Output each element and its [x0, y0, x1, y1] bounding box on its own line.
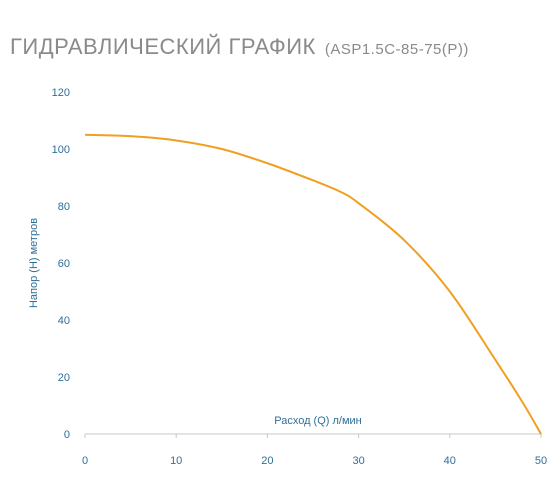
x-tick-label: 0	[82, 455, 88, 467]
x-axis-title: Расход (Q) л/мин	[274, 415, 362, 427]
y-tick-labels: 0 20 40 60 80 100 120	[52, 87, 70, 441]
y-tick-label: 60	[58, 258, 70, 270]
y-tick-label: 120	[52, 87, 70, 99]
x-tick-label: 50	[535, 455, 547, 467]
x-tick-label: 20	[261, 455, 273, 467]
y-tick-label: 80	[58, 201, 70, 213]
y-tick-label: 40	[58, 315, 70, 327]
y-tick-label: 0	[64, 429, 70, 441]
y-tick-label: 100	[52, 144, 70, 156]
head-flow-curve	[84, 133, 542, 435]
chart-title: ГИДРАВЛИЧЕСКИЙ ГРАФИК (ASP1.5C-85-75(P))	[10, 34, 469, 60]
x-tick-labels: 0 10 20 30 40 50	[82, 434, 547, 467]
y-axis-title: Напор (Н) метров	[28, 218, 40, 308]
chart-title-main: ГИДРАВЛИЧЕСКИЙ ГРАФИК	[10, 34, 316, 59]
x-tick-label: 40	[444, 455, 456, 467]
x-tick-label: 10	[170, 455, 182, 467]
x-tick-label: 30	[352, 455, 364, 467]
y-tick-label: 20	[58, 372, 70, 384]
chart-title-model: (ASP1.5C-85-75(P))	[324, 41, 469, 58]
